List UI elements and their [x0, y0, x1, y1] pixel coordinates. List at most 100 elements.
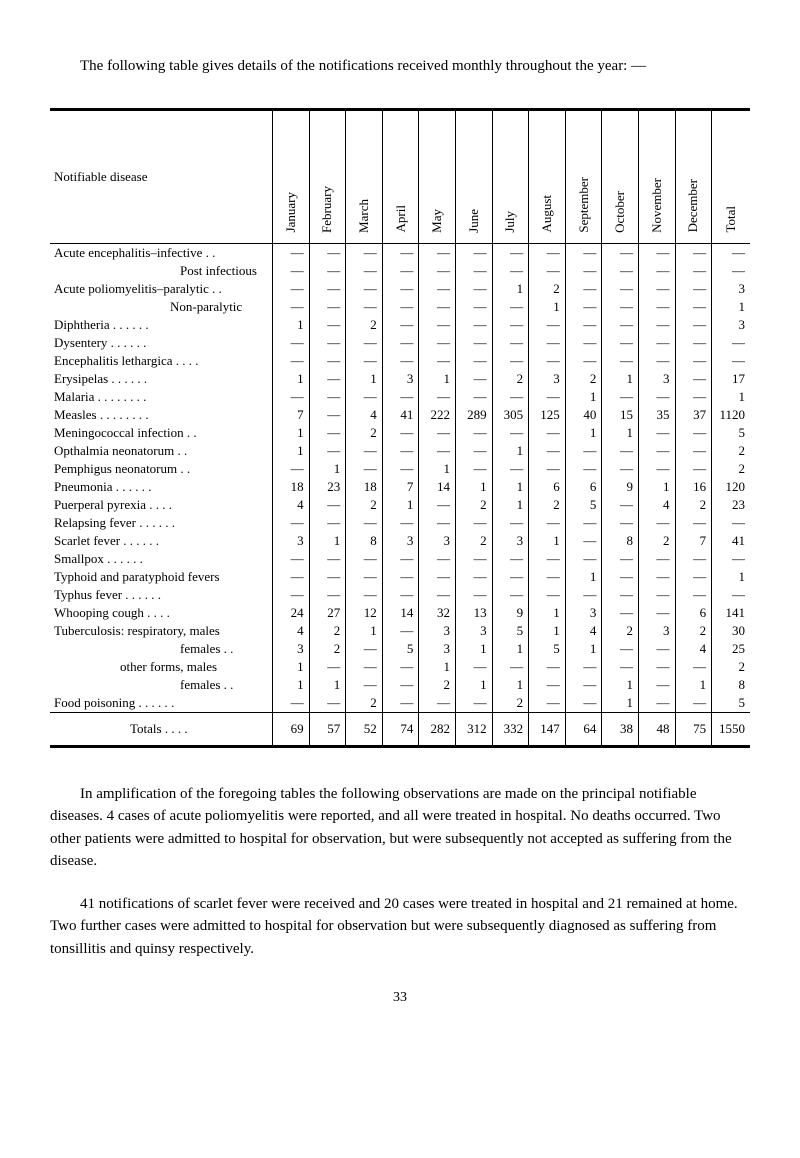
- data-cell: —: [638, 352, 675, 370]
- data-cell: —: [309, 243, 346, 262]
- data-cell: 1: [712, 568, 750, 586]
- header-september: September: [565, 109, 602, 243]
- data-cell: —: [419, 424, 456, 442]
- data-cell: —: [638, 243, 675, 262]
- totals-cell: 1550: [712, 712, 750, 745]
- data-cell: 1: [492, 640, 529, 658]
- data-cell: —: [382, 550, 419, 568]
- data-cell: —: [638, 550, 675, 568]
- data-cell: 1: [419, 658, 456, 676]
- data-cell: —: [529, 262, 566, 280]
- data-cell: 6: [529, 478, 566, 496]
- header-may: May: [419, 109, 456, 243]
- data-cell: —: [675, 388, 712, 406]
- data-cell: —: [675, 424, 712, 442]
- data-cell: —: [529, 424, 566, 442]
- data-cell: —: [529, 334, 566, 352]
- data-cell: —: [675, 298, 712, 316]
- data-cell: 2: [602, 622, 639, 640]
- data-cell: 18: [346, 478, 383, 496]
- data-cell: —: [346, 460, 383, 478]
- data-cell: 9: [492, 604, 529, 622]
- data-cell: —: [382, 388, 419, 406]
- data-cell: —: [565, 694, 602, 713]
- data-cell: 37: [675, 406, 712, 424]
- data-cell: 2: [492, 694, 529, 713]
- row-label: Food poisoning . . . . . .: [50, 694, 273, 713]
- data-cell: 1: [273, 442, 310, 460]
- data-cell: 23: [712, 496, 750, 514]
- data-cell: 1: [273, 316, 310, 334]
- data-cell: —: [382, 694, 419, 713]
- data-cell: —: [565, 352, 602, 370]
- data-cell: 1: [273, 676, 310, 694]
- data-cell: 7: [382, 478, 419, 496]
- data-cell: —: [565, 550, 602, 568]
- data-cell: 1: [455, 676, 492, 694]
- row-label: Opthalmia neonatorum . .: [50, 442, 273, 460]
- data-cell: —: [638, 262, 675, 280]
- data-cell: 8: [712, 676, 750, 694]
- intro-paragraph: The following table gives details of the…: [50, 55, 750, 78]
- notifications-table: Notifiable disease January February Marc…: [50, 108, 750, 748]
- data-cell: 1: [712, 298, 750, 316]
- data-cell: —: [309, 262, 346, 280]
- data-cell: —: [602, 568, 639, 586]
- table-row: females . .32—531151——425: [50, 640, 750, 658]
- data-cell: 6: [565, 478, 602, 496]
- data-cell: 41: [712, 532, 750, 550]
- data-cell: —: [602, 334, 639, 352]
- data-cell: 4: [346, 406, 383, 424]
- data-cell: —: [455, 568, 492, 586]
- data-cell: —: [455, 514, 492, 532]
- row-label: Acute encephalitis–infective . .: [50, 243, 273, 262]
- data-cell: —: [638, 604, 675, 622]
- data-cell: —: [675, 460, 712, 478]
- data-cell: —: [346, 676, 383, 694]
- data-cell: 18: [273, 478, 310, 496]
- data-cell: —: [638, 658, 675, 676]
- data-cell: —: [565, 586, 602, 604]
- data-cell: 12: [346, 604, 383, 622]
- table-row: Pneumonia . . . . . .1823187141166911612…: [50, 478, 750, 496]
- data-cell: 5: [565, 496, 602, 514]
- data-cell: —: [712, 243, 750, 262]
- data-cell: 5: [529, 640, 566, 658]
- data-cell: 3: [529, 370, 566, 388]
- data-cell: —: [602, 604, 639, 622]
- data-cell: 2: [492, 370, 529, 388]
- table-row: Typhoid and paratyphoid fevers————————1—…: [50, 568, 750, 586]
- data-cell: 1: [492, 442, 529, 460]
- page-number: 33: [50, 990, 750, 1006]
- data-cell: —: [455, 334, 492, 352]
- data-cell: —: [309, 496, 346, 514]
- table-row: females . .11——211——1—18: [50, 676, 750, 694]
- data-cell: 30: [712, 622, 750, 640]
- data-cell: —: [492, 262, 529, 280]
- header-total: Total: [712, 109, 750, 243]
- data-cell: 3: [382, 532, 419, 550]
- data-cell: —: [675, 370, 712, 388]
- data-cell: —: [602, 514, 639, 532]
- data-cell: —: [455, 370, 492, 388]
- totals-label: Totals . . . .: [50, 712, 273, 745]
- row-label: Typhus fever . . . . . .: [50, 586, 273, 604]
- data-cell: —: [529, 658, 566, 676]
- data-cell: —: [346, 298, 383, 316]
- table-row: Encephalitis lethargica . . . .—————————…: [50, 352, 750, 370]
- data-cell: 2: [565, 370, 602, 388]
- data-cell: —: [382, 622, 419, 640]
- data-cell: 2: [455, 532, 492, 550]
- data-cell: —: [638, 676, 675, 694]
- table-header-row: Notifiable disease January February Marc…: [50, 109, 750, 243]
- data-cell: —: [638, 694, 675, 713]
- data-cell: 222: [419, 406, 456, 424]
- data-cell: —: [419, 586, 456, 604]
- data-cell: 3: [419, 532, 456, 550]
- data-cell: 8: [602, 532, 639, 550]
- totals-row: Totals . . . . 69 57 52 74 282 312 332 1…: [50, 712, 750, 745]
- data-cell: —: [346, 262, 383, 280]
- data-cell: 2: [419, 676, 456, 694]
- data-cell: —: [675, 280, 712, 298]
- totals-cell: 64: [565, 712, 602, 745]
